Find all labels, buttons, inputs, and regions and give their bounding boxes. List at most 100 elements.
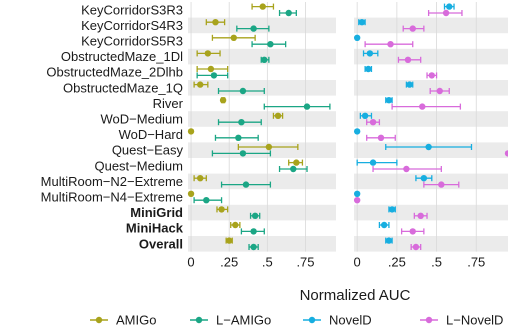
data-point xyxy=(442,9,450,17)
data-point xyxy=(230,34,237,41)
row-label: WoD−Hard xyxy=(119,127,183,142)
row-label: WoD−Medium xyxy=(101,112,183,127)
data-point xyxy=(404,56,412,63)
data-point xyxy=(251,212,259,219)
data-point xyxy=(187,128,195,135)
data-point xyxy=(250,243,257,251)
row-band xyxy=(354,80,508,96)
data-point xyxy=(409,228,416,235)
data-point xyxy=(212,19,219,26)
data-point xyxy=(259,3,266,10)
row-band xyxy=(354,142,508,158)
data-point xyxy=(377,134,385,141)
legend-label: AMIGo xyxy=(116,313,156,328)
data-point xyxy=(409,25,416,32)
x-tick-labels: 0 .25 .5 .75 0 .25 .5 .75 xyxy=(187,255,485,270)
x-tick-label: 0 xyxy=(187,255,194,270)
legend: AMIGo L−AMIGo NovelD L−NovelD xyxy=(90,313,503,328)
x-tick-label: .25 xyxy=(388,255,406,270)
x-tick-label: 0 xyxy=(354,255,361,270)
data-point xyxy=(232,221,239,229)
data-point xyxy=(265,143,273,151)
data-point xyxy=(207,65,215,73)
data-point xyxy=(210,72,218,79)
data-point xyxy=(353,128,361,135)
data-point xyxy=(388,206,396,213)
row-band xyxy=(188,80,336,96)
data-point xyxy=(387,41,394,48)
data-point xyxy=(446,3,453,10)
legend-key-dot xyxy=(425,316,433,324)
row-band xyxy=(188,173,336,190)
x-tick-label: .75 xyxy=(296,255,314,270)
data-point xyxy=(250,228,257,235)
data-point xyxy=(403,165,410,173)
legend-label: NovelD xyxy=(329,313,372,328)
data-point xyxy=(385,237,393,244)
data-point xyxy=(303,103,311,110)
row-band xyxy=(188,17,336,34)
data-point xyxy=(504,150,508,157)
data-point xyxy=(204,50,212,57)
data-point xyxy=(197,81,204,88)
row-label: KeyCorridorS4R3 xyxy=(81,18,183,33)
data-point xyxy=(219,97,227,104)
row-label: ObstructedMaze_1Q xyxy=(63,80,183,95)
x-axis-title: Normalized AUC xyxy=(300,287,411,304)
data-point xyxy=(369,119,377,126)
row-band xyxy=(188,236,336,252)
data-point xyxy=(406,81,413,88)
data-point xyxy=(428,72,435,79)
data-point xyxy=(425,143,432,151)
data-point xyxy=(239,87,247,95)
data-point xyxy=(353,197,361,204)
data-point xyxy=(250,25,257,32)
data-point xyxy=(239,150,247,157)
data-point xyxy=(436,87,443,95)
data-point xyxy=(353,190,361,197)
data-point xyxy=(225,237,233,244)
data-point xyxy=(412,243,420,251)
legend-key-dot xyxy=(195,316,203,324)
row-band xyxy=(354,111,508,127)
data-point xyxy=(218,206,225,213)
x-tick-label: .75 xyxy=(467,255,485,270)
data-point xyxy=(366,50,374,57)
data-point xyxy=(290,165,297,173)
row-label: Quest−Easy xyxy=(112,143,184,158)
data-point xyxy=(353,34,361,41)
data-point xyxy=(365,65,372,73)
data-point xyxy=(242,181,250,188)
row-label: ObstructedMaze_1Dl xyxy=(61,49,183,64)
row-labels: KeyCorridorS3R3KeyCorridorS4R3KeyCorrido… xyxy=(41,2,184,251)
row-label: Quest−Medium xyxy=(94,158,183,173)
row-label: MiniHack xyxy=(126,221,184,236)
row-band xyxy=(354,204,508,221)
row-label: MultiRoom−N2−Extreme xyxy=(41,174,183,189)
data-point xyxy=(238,119,245,126)
row-label: River xyxy=(153,96,184,111)
data-point xyxy=(358,19,366,26)
data-point xyxy=(420,175,428,182)
data-point xyxy=(197,175,204,182)
row-band xyxy=(188,48,336,65)
row-band xyxy=(354,17,508,34)
x-tick-label: .5 xyxy=(262,255,273,270)
row-band xyxy=(188,111,336,127)
row-band xyxy=(354,48,508,65)
data-point xyxy=(293,159,300,166)
data-point xyxy=(274,112,282,120)
row-label: KeyCorridorS5R3 xyxy=(81,34,183,49)
data-point xyxy=(438,181,445,188)
data-marks xyxy=(187,3,508,251)
data-point xyxy=(380,221,388,229)
data-point xyxy=(187,190,195,197)
row-label: MultiRoom−N4−Extreme xyxy=(41,190,183,205)
legend-key-dot xyxy=(95,316,103,324)
data-point xyxy=(369,159,377,166)
row-label: MiniGrid xyxy=(130,205,183,220)
legend-label: L−AMIGo xyxy=(216,313,271,328)
data-point xyxy=(267,41,274,48)
